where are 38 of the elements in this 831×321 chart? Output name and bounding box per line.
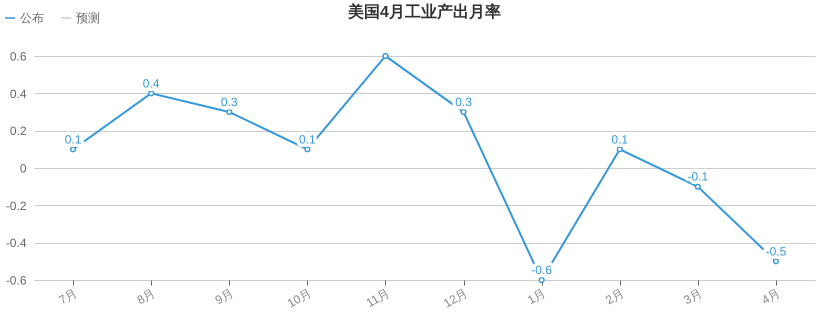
- data-label: 0.4: [142, 76, 160, 90]
- point: [538, 276, 545, 284]
- x-tick-label: 7月: [56, 286, 80, 308]
- x-tick-label: 11月: [364, 286, 392, 310]
- y-tick-label: 0.6: [10, 50, 27, 64]
- y-tick-label: 0.4: [10, 86, 27, 101]
- point: [460, 108, 467, 116]
- x-tick-label: 2月: [603, 286, 626, 308]
- data-label: 0.1: [299, 132, 316, 146]
- x-tick-label: 9月: [212, 286, 236, 308]
- legend-label: 公布: [20, 11, 44, 25]
- x-tick-label: 10月: [284, 286, 314, 311]
- point: [694, 184, 701, 190]
- data-label: 0.3: [455, 95, 472, 109]
- point: [148, 90, 154, 96]
- x-tick-label: 12月: [441, 286, 470, 311]
- data-label: 0.1: [64, 132, 82, 146]
- y-tick-label: -0.2: [6, 198, 27, 213]
- y-tick-label: -0.6: [6, 274, 27, 288]
- y-tick-label: -0.4: [6, 236, 27, 250]
- point: [304, 146, 310, 152]
- data-label: -0.1: [688, 170, 709, 184]
- x-tick-label: 4月: [759, 286, 782, 308]
- x-tick-label: 1月: [524, 286, 548, 308]
- y-tick-label: 0: [20, 162, 27, 176]
- x-tick-label: 3月: [681, 286, 704, 308]
- point: [70, 146, 76, 152]
- chart-title: 美国4月工业产出月率: [347, 2, 501, 21]
- point: [616, 146, 623, 152]
- data-label: 0.3: [220, 95, 238, 109]
- point: [226, 108, 232, 116]
- y-tick-label: 0.2: [10, 124, 27, 138]
- x-tick-label: 8月: [134, 286, 158, 308]
- point: [772, 258, 780, 264]
- data-label: -0.5: [766, 244, 787, 258]
- point: [382, 52, 389, 60]
- legend-label: 预测: [76, 11, 100, 25]
- data-label: 0.1: [611, 132, 628, 146]
